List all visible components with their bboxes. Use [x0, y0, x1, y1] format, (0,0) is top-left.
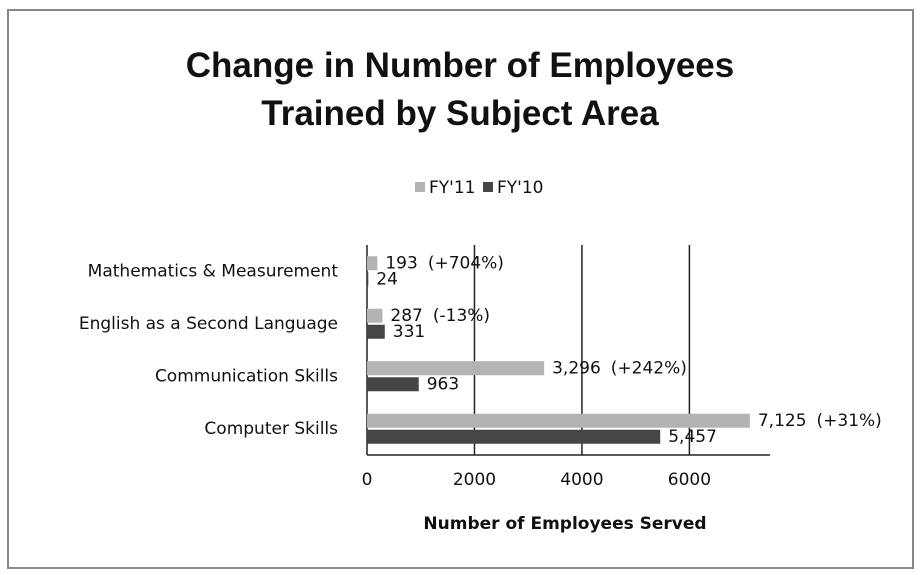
y-tick-label: Mathematics & Measurement: [88, 261, 339, 281]
x-tick-label: 2000: [453, 470, 496, 490]
value-label: 5,457: [668, 427, 717, 447]
change-label: (-13%): [433, 306, 490, 326]
bar: [367, 377, 419, 392]
legend-label: FY'10: [497, 178, 543, 198]
data-label: 3,296 (+242%): [552, 358, 687, 378]
change-label: (+242%): [611, 358, 687, 378]
y-tick-label: Computer Skills: [204, 419, 338, 439]
chart-title: Change in Number of Employees Trained by…: [185, 46, 735, 133]
x-tick-label: 4000: [560, 470, 603, 490]
legend-swatch: [415, 182, 425, 192]
legend-swatch: [483, 182, 493, 192]
change-label: (+704%): [428, 253, 504, 273]
x-tick-label: 6000: [668, 470, 711, 490]
data-label: 287 (-13%): [390, 306, 490, 326]
data-label: 5,457: [668, 427, 717, 447]
y-tick-label: English as a Second Language: [79, 314, 338, 334]
x-tick-label: 0: [362, 470, 373, 490]
bar: [367, 256, 378, 271]
chart-border: [7, 9, 914, 569]
x-axis-label: Number of Employees Served: [423, 514, 706, 534]
value-label: 24: [376, 269, 398, 289]
bar: [367, 413, 750, 428]
data-label: 7,125 (+31%): [758, 411, 882, 431]
value-label: 287: [390, 306, 422, 326]
bar: [367, 361, 545, 376]
data-label: 331: [393, 322, 425, 342]
data-label: 963: [427, 374, 459, 394]
bar: [367, 308, 383, 323]
value-label: 7,125: [758, 411, 807, 431]
bar: [367, 324, 385, 339]
data-label: 193 (+704%): [385, 253, 504, 273]
change-label: (+31%): [817, 411, 882, 431]
legend-label: FY'11: [429, 178, 475, 198]
bar: [367, 272, 369, 287]
value-label: 193: [385, 253, 417, 273]
bar: [367, 429, 661, 444]
value-label: 331: [393, 322, 425, 342]
data-label: 24: [376, 269, 398, 289]
value-label: 963: [427, 374, 459, 394]
value-label: 3,296: [552, 358, 601, 378]
y-tick-label: Communication Skills: [155, 366, 338, 386]
